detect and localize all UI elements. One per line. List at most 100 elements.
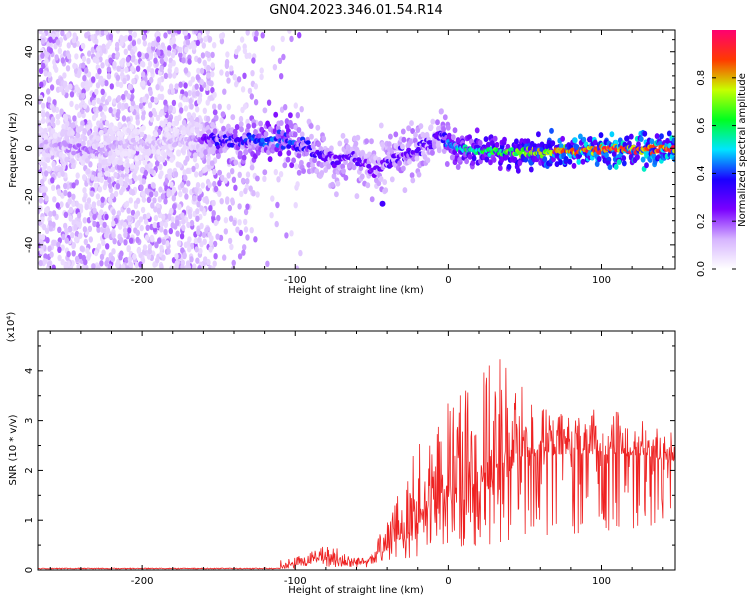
noise-point — [47, 71, 52, 78]
noise-point — [191, 165, 196, 173]
ridge-halo-point — [592, 139, 598, 146]
ridge-halo-point — [525, 138, 531, 145]
noise-point — [67, 198, 72, 205]
noise-point — [55, 39, 61, 46]
noise-point — [187, 58, 192, 65]
noise-point — [128, 178, 133, 186]
ridge-halo-point — [365, 182, 371, 189]
noise-point — [197, 265, 202, 269]
noise-point — [151, 107, 157, 115]
ridge-halo-point — [142, 159, 148, 166]
ridge-halo-point — [410, 128, 415, 134]
noise-point — [90, 174, 95, 181]
figure-title: GN04.2023.346.01.54.R14 — [269, 3, 443, 18]
ridge-halo-point — [515, 167, 521, 174]
ridge-halo-point — [195, 128, 200, 135]
noise-point — [174, 66, 179, 74]
ridge-halo-point — [413, 131, 418, 138]
ridge-halo-point — [563, 156, 569, 162]
ridge-halo-point — [286, 150, 292, 156]
ridge-halo-point — [649, 138, 655, 145]
noise-point — [196, 98, 202, 105]
noise-point — [226, 77, 231, 84]
noise-point — [172, 203, 177, 210]
noise-point — [180, 247, 185, 254]
noise-point — [163, 221, 169, 228]
noise-point — [115, 111, 120, 119]
noise-point — [202, 107, 207, 115]
tick-label: 40 — [24, 45, 35, 58]
noise-point — [72, 62, 77, 70]
noise-point — [295, 181, 300, 188]
ridge-halo-point — [238, 121, 244, 128]
noise-point — [48, 220, 53, 227]
noise-point — [99, 176, 104, 184]
noise-point — [78, 232, 83, 239]
noise-point — [118, 177, 124, 184]
ridge-halo-point — [551, 156, 556, 163]
noise-point — [163, 55, 169, 63]
ridge-halo-point — [41, 150, 47, 157]
noise-point — [284, 118, 290, 125]
noise-point — [103, 126, 108, 134]
ridge-halo-point — [199, 152, 205, 158]
noise-point — [143, 169, 148, 177]
noise-point — [146, 46, 151, 53]
ridge-halo-point — [401, 165, 406, 172]
noise-point — [115, 183, 121, 190]
noise-point — [54, 54, 59, 61]
noise-point — [133, 202, 139, 209]
noise-point — [41, 117, 46, 124]
noise-point — [120, 186, 126, 193]
noise-point — [112, 108, 117, 115]
noise-point — [118, 254, 123, 261]
noise-point — [234, 81, 239, 88]
ridge-halo-point — [265, 120, 270, 127]
tick-label: 20 — [24, 94, 35, 107]
noise-point — [159, 244, 164, 252]
noise-point — [176, 240, 182, 247]
noise-point — [82, 174, 87, 181]
noise-point — [212, 260, 217, 267]
noise-point — [103, 232, 109, 239]
noise-point — [102, 227, 107, 234]
ridge-halo-point — [60, 128, 66, 135]
noise-point — [52, 196, 57, 203]
noise-point — [130, 56, 136, 63]
noise-point — [170, 216, 175, 223]
tick-label: -200 — [131, 576, 154, 587]
ridge-halo-point — [607, 164, 613, 171]
outlier-point — [379, 200, 386, 207]
ridge-halo-point — [134, 135, 140, 142]
noise-point — [99, 260, 104, 267]
ridge-halo-point — [389, 176, 395, 183]
ridge-halo-point — [430, 149, 435, 156]
noise-point — [127, 35, 133, 42]
ridge-halo-point — [132, 128, 138, 135]
tick-label: 100 — [592, 576, 611, 587]
noise-point — [196, 228, 201, 236]
ridge-halo-point — [177, 162, 183, 169]
noise-point — [169, 181, 174, 188]
noise-point — [232, 219, 237, 227]
noise-point — [163, 72, 169, 80]
ridge-halo-point — [108, 150, 113, 157]
noise-point — [121, 263, 126, 269]
noise-point — [208, 246, 213, 253]
noise-point — [195, 215, 200, 222]
noise-point — [297, 32, 302, 39]
tick-label: 0 — [445, 576, 451, 587]
noise-point — [269, 212, 274, 219]
noise-point — [104, 213, 109, 221]
noise-point — [270, 195, 275, 202]
ridge-halo-point — [654, 133, 660, 140]
noise-point — [116, 164, 122, 171]
ridge-halo-point — [210, 122, 215, 128]
ridge-core-point — [63, 142, 69, 148]
noise-point — [147, 248, 152, 255]
noise-point — [135, 65, 141, 72]
ridge-halo-point — [219, 130, 224, 137]
noise-point — [68, 215, 73, 222]
noise-point — [206, 258, 211, 266]
noise-point — [100, 96, 106, 103]
